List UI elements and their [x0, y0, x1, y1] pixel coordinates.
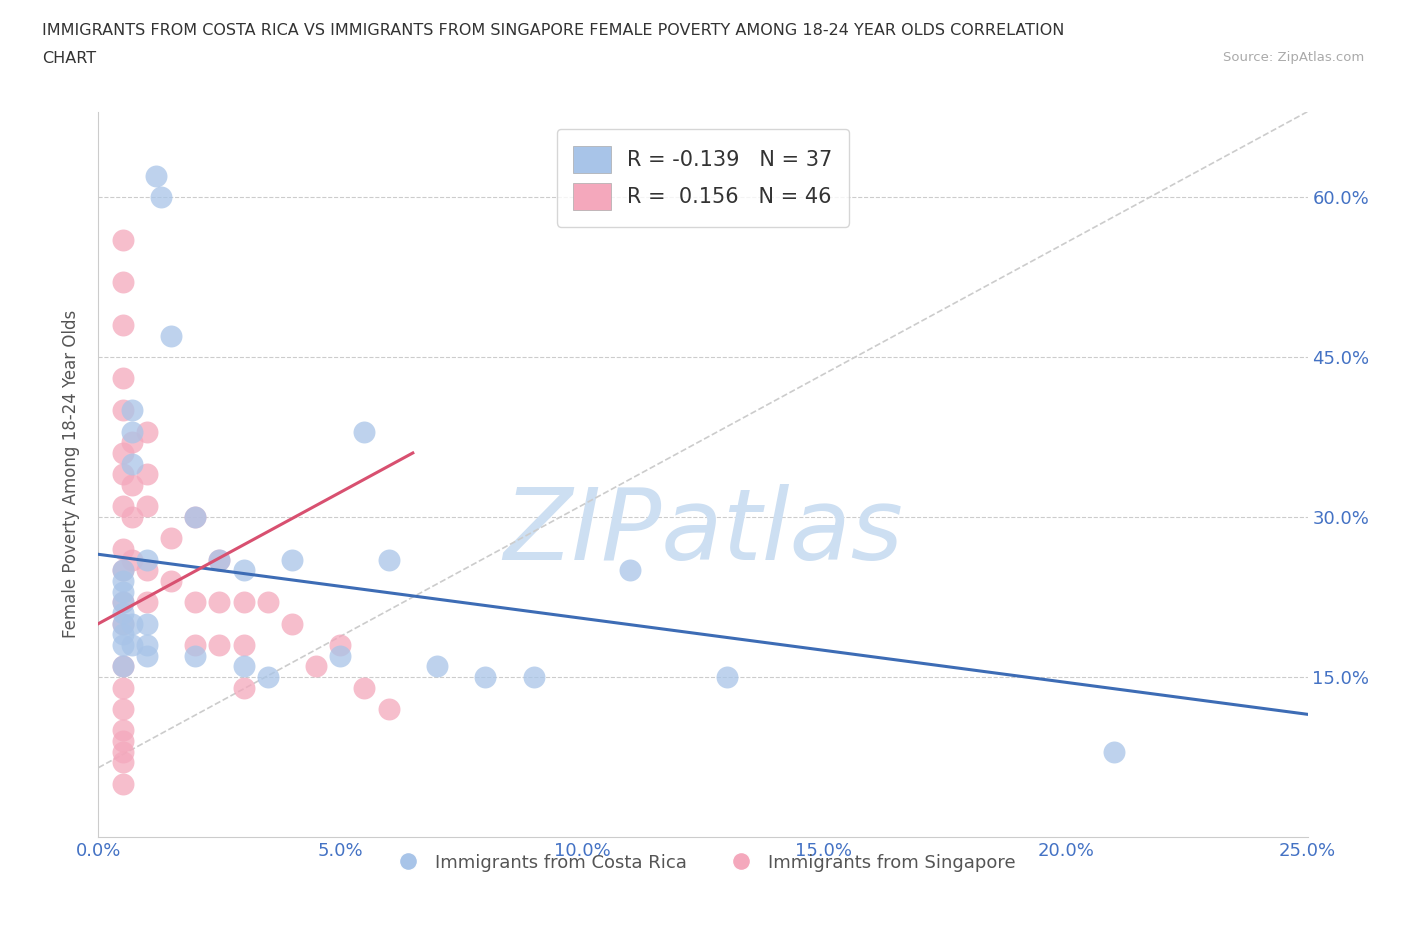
Point — [135, 552, 157, 567]
Point — [111, 595, 134, 610]
Point — [111, 563, 134, 578]
Point — [135, 424, 157, 439]
Point — [111, 658, 134, 673]
Point — [135, 638, 157, 653]
Point — [329, 648, 352, 663]
Point — [111, 317, 134, 332]
Y-axis label: Female Poverty Among 18-24 Year Olds: Female Poverty Among 18-24 Year Olds — [62, 311, 80, 638]
Point — [111, 371, 134, 386]
Point — [281, 552, 304, 567]
Point — [111, 777, 134, 791]
Point — [135, 498, 157, 513]
Point — [111, 232, 134, 247]
Text: ZIPatlas: ZIPatlas — [503, 484, 903, 581]
Point — [111, 617, 134, 631]
Point — [1102, 744, 1125, 759]
Point — [145, 168, 167, 183]
Point — [121, 617, 143, 631]
Point — [208, 552, 231, 567]
Point — [111, 734, 134, 749]
Text: IMMIGRANTS FROM COSTA RICA VS IMMIGRANTS FROM SINGAPORE FEMALE POVERTY AMONG 18-: IMMIGRANTS FROM COSTA RICA VS IMMIGRANTS… — [42, 23, 1064, 38]
Point — [111, 574, 134, 589]
Point — [160, 531, 183, 546]
Point — [256, 595, 278, 610]
Point — [619, 563, 641, 578]
Point — [111, 680, 134, 695]
Point — [111, 445, 134, 460]
Point — [111, 541, 134, 556]
Point — [232, 658, 254, 673]
Point — [377, 552, 399, 567]
Point — [111, 627, 134, 642]
Point — [121, 424, 143, 439]
Point — [353, 424, 375, 439]
Point — [474, 670, 496, 684]
Text: CHART: CHART — [42, 51, 96, 66]
Point — [111, 755, 134, 770]
Point — [232, 680, 254, 695]
Point — [208, 638, 231, 653]
Point — [426, 658, 449, 673]
Point — [135, 563, 157, 578]
Point — [111, 701, 134, 716]
Text: Source: ZipAtlas.com: Source: ZipAtlas.com — [1223, 51, 1364, 64]
Point — [281, 617, 304, 631]
Point — [121, 552, 143, 567]
Legend: Immigrants from Costa Rica, Immigrants from Singapore: Immigrants from Costa Rica, Immigrants f… — [382, 846, 1024, 879]
Point — [135, 467, 157, 482]
Point — [184, 595, 207, 610]
Point — [111, 467, 134, 482]
Point — [256, 670, 278, 684]
Point — [121, 457, 143, 472]
Point — [208, 552, 231, 567]
Point — [135, 648, 157, 663]
Point — [111, 563, 134, 578]
Point — [232, 595, 254, 610]
Point — [305, 658, 328, 673]
Point — [150, 190, 173, 205]
Point — [121, 477, 143, 492]
Point — [232, 563, 254, 578]
Point — [135, 595, 157, 610]
Point — [121, 510, 143, 525]
Point — [184, 510, 207, 525]
Point — [184, 638, 207, 653]
Point — [135, 617, 157, 631]
Point — [111, 723, 134, 737]
Point — [353, 680, 375, 695]
Point — [111, 275, 134, 290]
Point — [111, 595, 134, 610]
Point — [160, 328, 183, 343]
Point — [208, 595, 231, 610]
Point — [111, 658, 134, 673]
Point — [184, 648, 207, 663]
Point — [121, 435, 143, 450]
Point — [716, 670, 738, 684]
Point — [523, 670, 546, 684]
Point — [160, 574, 183, 589]
Point — [377, 701, 399, 716]
Point — [111, 744, 134, 759]
Point — [111, 617, 134, 631]
Point — [111, 403, 134, 418]
Point — [111, 605, 134, 620]
Point — [232, 638, 254, 653]
Point — [111, 498, 134, 513]
Point — [184, 510, 207, 525]
Point — [111, 638, 134, 653]
Point — [329, 638, 352, 653]
Point — [121, 638, 143, 653]
Point — [121, 403, 143, 418]
Point — [111, 584, 134, 599]
